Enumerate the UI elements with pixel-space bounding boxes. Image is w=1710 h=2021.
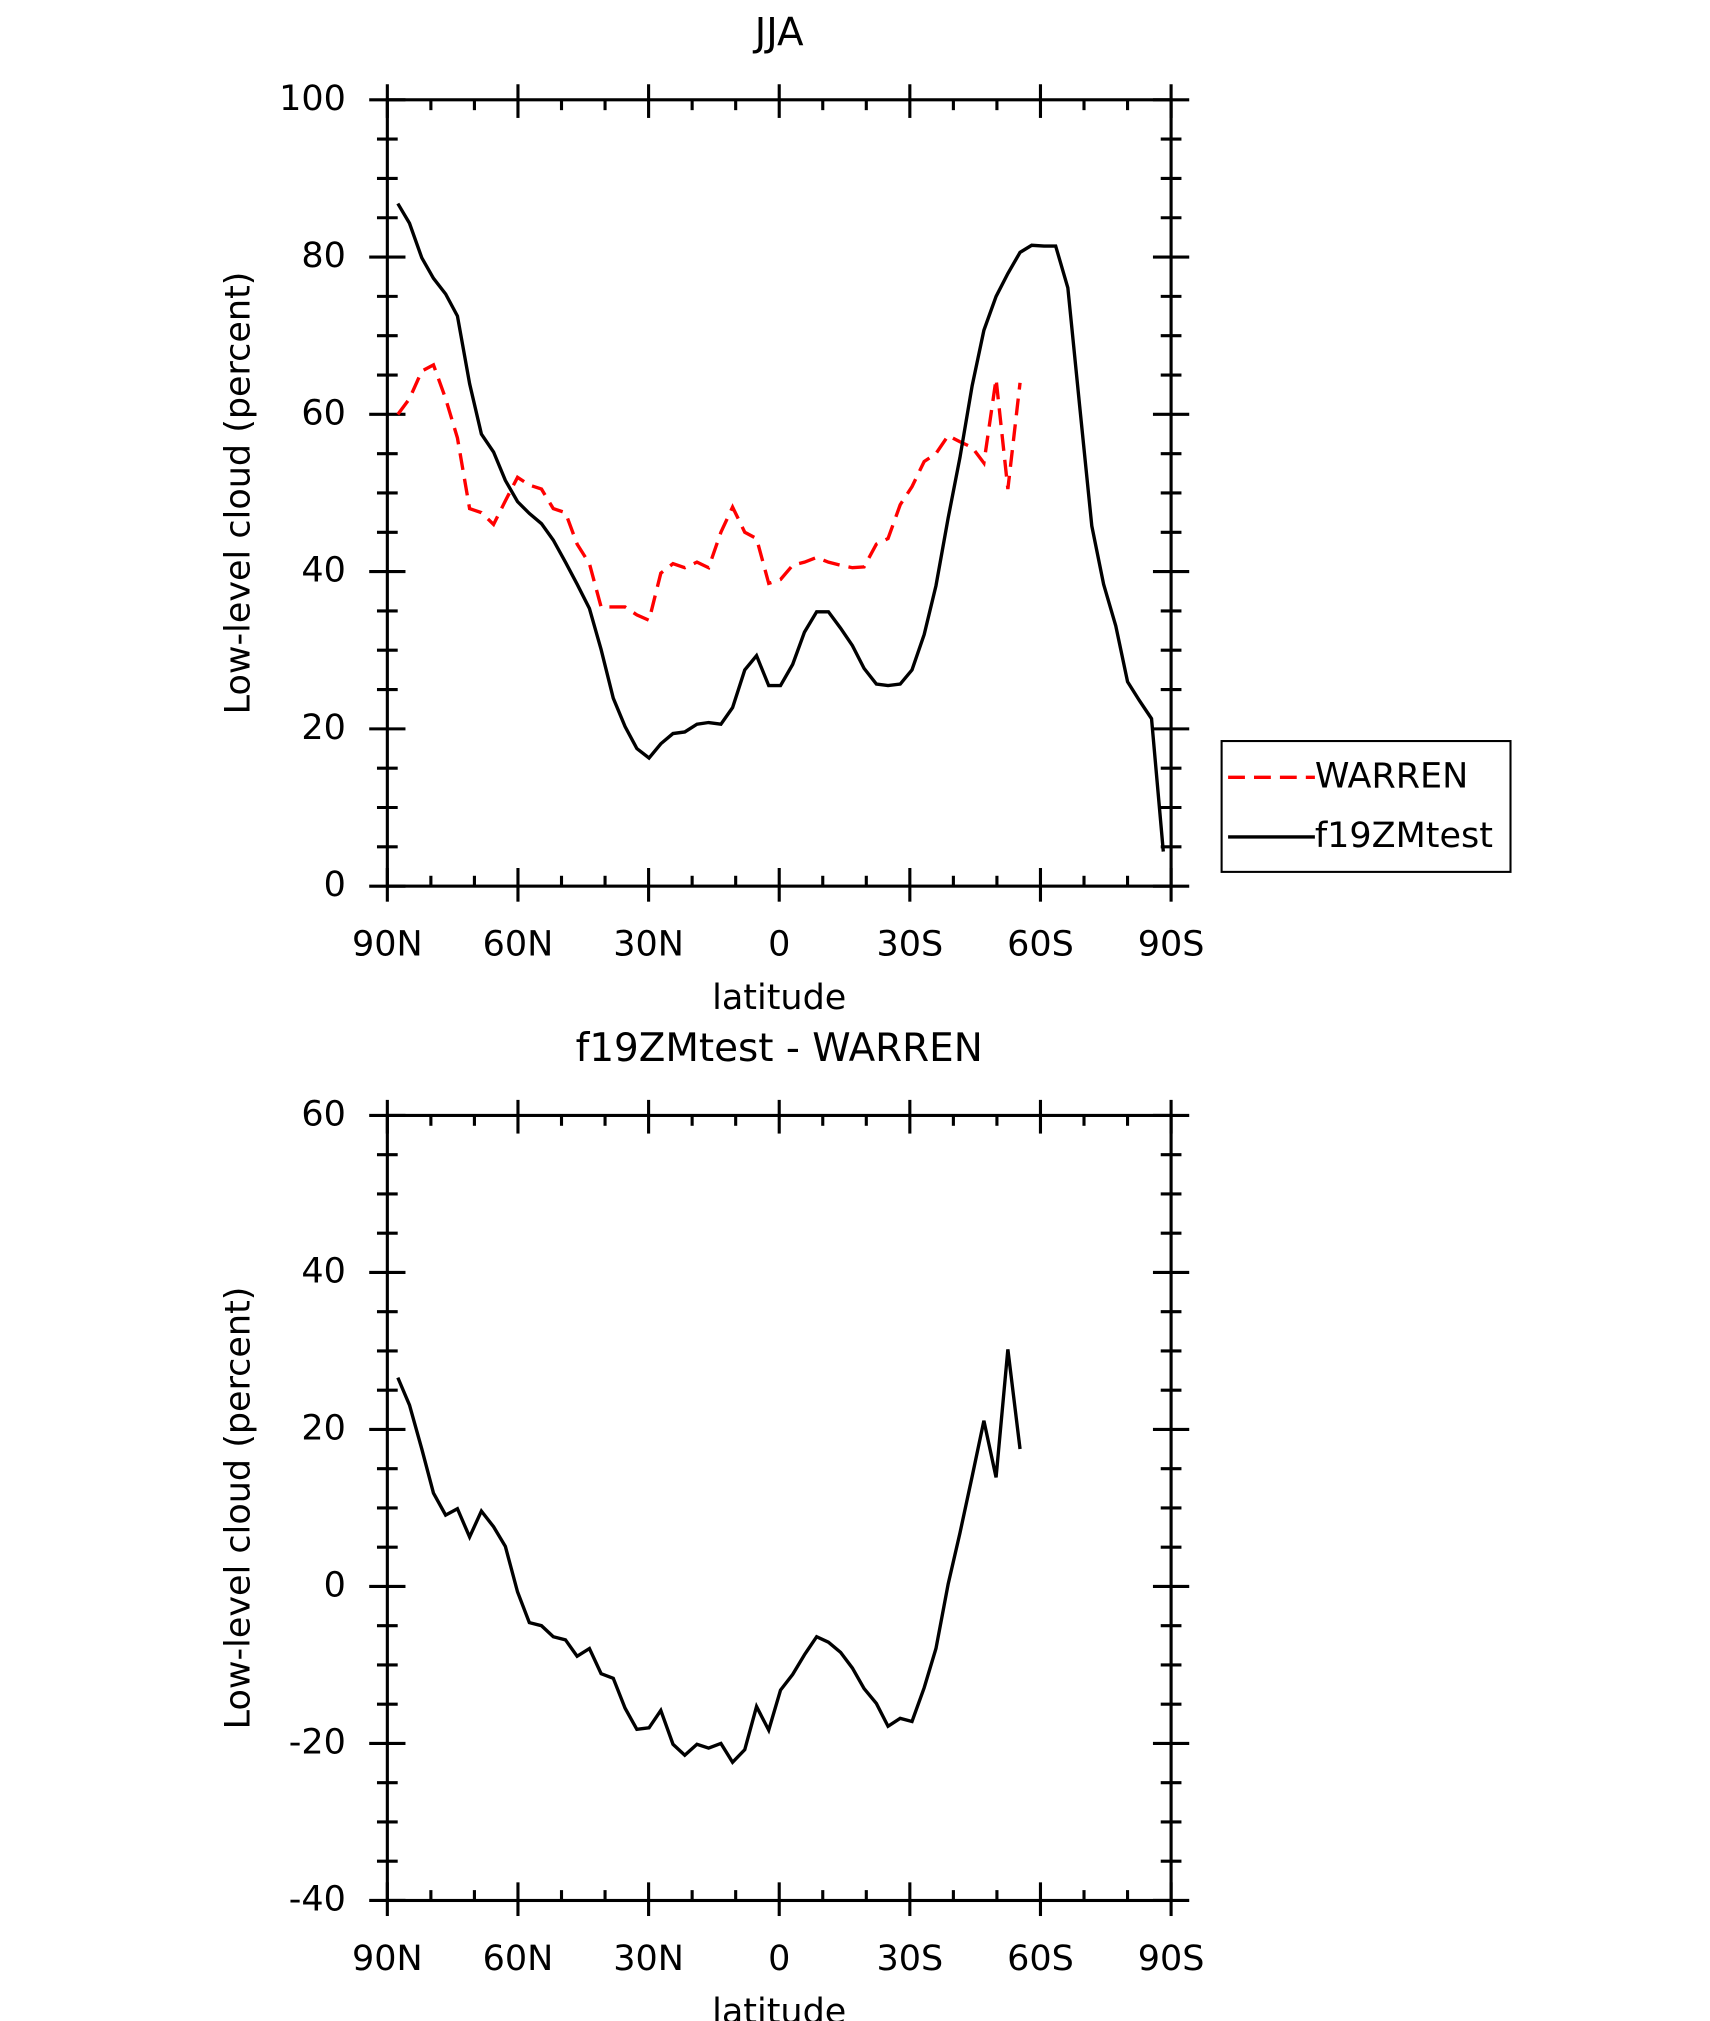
y-axis-label: Low-level cloud (percent): [219, 1287, 259, 1730]
legend-box: [1220, 740, 1512, 873]
x-tick-label: 60S: [1007, 925, 1074, 965]
y-tick-label: 60: [301, 393, 346, 433]
line-series: [396, 1349, 1022, 1765]
line-series: [396, 202, 1165, 852]
x-axis-label: latitude: [712, 978, 846, 1018]
x-tick-label: 60S: [1007, 1939, 1074, 1979]
x-tick-label: 60N: [483, 1939, 554, 1979]
x-tick-label: 30N: [613, 1939, 684, 1979]
chart-title: f19ZMtest - WARREN: [576, 1026, 983, 1071]
y-tick-label: 40: [301, 551, 346, 591]
y-axis-label: Low-level cloud (percent): [219, 272, 259, 715]
legend-label: f19ZMtest: [1315, 816, 1493, 856]
y-tick-label: 40: [301, 1251, 346, 1291]
y-tick-label: 0: [324, 865, 346, 905]
x-tick-label: 30N: [613, 925, 684, 965]
y-tick-label: 100: [279, 79, 346, 119]
x-tick-label: 0: [768, 925, 790, 965]
x-tick-label: 90N: [352, 925, 423, 965]
x-tick-label: 0: [768, 1939, 790, 1979]
y-tick-label: 0: [324, 1565, 346, 1605]
x-axis-label: latitude: [712, 1992, 846, 2021]
x-tick-label: 30S: [876, 1939, 943, 1979]
legend-label: WARREN: [1315, 756, 1468, 796]
plot-frame: [385, 98, 1173, 888]
y-tick-label: -20: [289, 1722, 346, 1762]
y-tick-label: 20: [301, 1408, 346, 1448]
x-tick-label: 90S: [1138, 925, 1205, 965]
x-tick-label: 60N: [483, 925, 554, 965]
y-tick-label: 20: [301, 708, 346, 748]
y-tick-label: 80: [301, 236, 346, 276]
x-tick-label: 90N: [352, 1939, 423, 1979]
chart-title: JJA: [752, 11, 804, 56]
x-tick-label: 90S: [1138, 1939, 1205, 1979]
line-series: [396, 362, 1022, 623]
y-tick-label: -40: [289, 1879, 346, 1919]
y-tick-label: 60: [301, 1094, 346, 1134]
x-tick-label: 30S: [876, 925, 943, 965]
plot-frame: [385, 1113, 1173, 1903]
